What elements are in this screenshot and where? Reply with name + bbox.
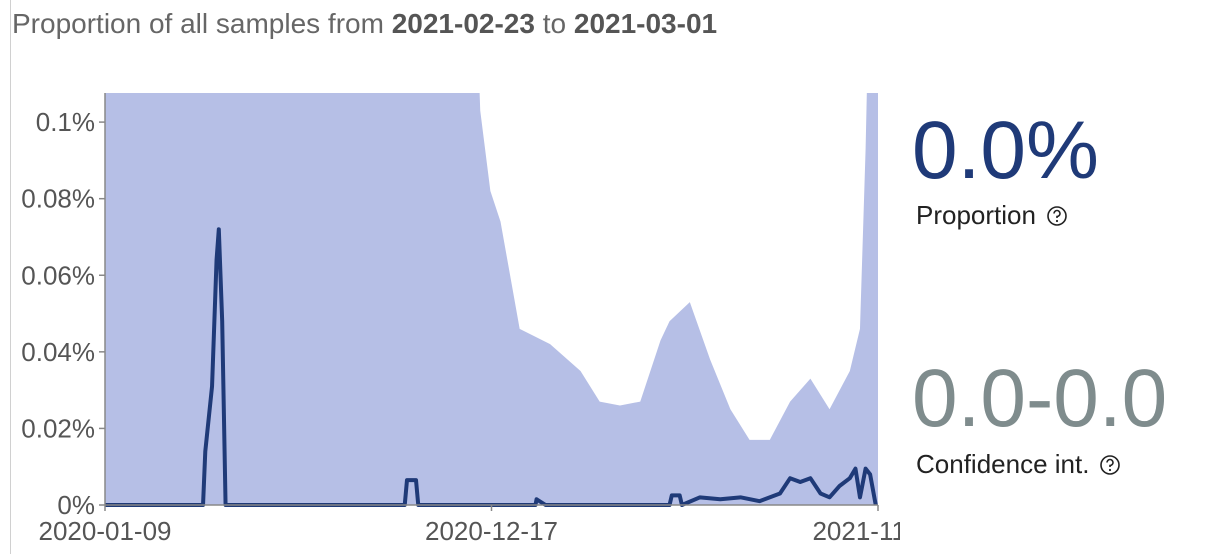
proportion-line [105, 227, 878, 507]
y-tick-label: 0% [57, 490, 95, 520]
axes: 0% 0.02% 0.04% 0.06% 0.08% 0.1% 2020-01-09 2020… [21, 93, 900, 546]
help-icon[interactable] [1099, 454, 1121, 476]
y-tick-label: 0.04% [21, 337, 95, 367]
x-tick-label: 2020-12-17 [425, 516, 558, 546]
x-tick-label: 2020-01-09 [39, 516, 172, 546]
chart: 0% 0.02% 0.04% 0.06% 0.08% 0.1% 2020-01-09 2020… [21, 93, 900, 546]
confidence-band [105, 93, 878, 505]
proportion-label: Proportion [916, 200, 1036, 230]
border [10, 0, 11, 554]
title-join: to [542, 8, 567, 39]
help-icon[interactable] [1046, 205, 1068, 227]
y-tick-label: 0.1% [36, 107, 95, 137]
proportion-row: Proportion [916, 200, 1068, 231]
x-tick-label: 2021-11-25 [812, 516, 900, 546]
date-to: 2021-03-01 [573, 8, 718, 39]
ci-value: 0.0-0.0 [912, 353, 1168, 444]
ci-row: Confidence int. [916, 449, 1121, 480]
proportion-value: 0.0% [912, 105, 1099, 196]
y-tick-label: 0.08% [21, 184, 95, 214]
y-tick-label: 0.06% [21, 260, 95, 290]
ci-label: Confidence int. [916, 449, 1090, 479]
chart-title: Proportion of all samples from 2021-02-2… [12, 8, 717, 40]
plot-area [105, 93, 878, 507]
title-prefix: Proportion of all samples from [12, 8, 384, 39]
date-from: 2021-02-23 [391, 8, 535, 39]
y-tick-label: 0.02% [21, 413, 95, 443]
